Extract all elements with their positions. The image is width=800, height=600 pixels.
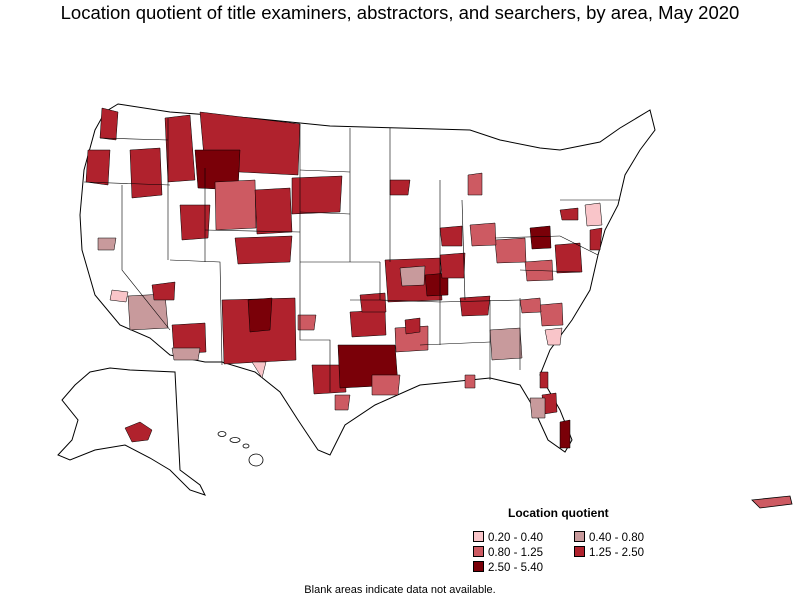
- legend-item-3: 1.25 - 2.50: [574, 546, 644, 559]
- alaska-region-anchorage: [124, 421, 153, 443]
- legend-swatch-4: [473, 561, 484, 572]
- legend-item-1: 0.40 - 0.80: [574, 531, 644, 544]
- legend-label-3: 1.25 - 2.50: [589, 547, 644, 559]
- legend-item-0: 0.20 - 0.40: [473, 531, 543, 544]
- legend-swatch-2: [473, 546, 484, 557]
- legend-item-4: 2.50 - 5.40: [473, 561, 543, 574]
- legend-title: Location quotient: [508, 506, 609, 520]
- legend-swatch-3: [574, 546, 585, 557]
- legend-swatch-1: [574, 531, 585, 542]
- legend-label-4: 2.50 - 5.40: [488, 562, 543, 574]
- hawaii-islands: [217, 431, 264, 467]
- state-borders: [83, 118, 620, 392]
- shaded-areas: [85, 107, 603, 449]
- legend-label-0: 0.20 - 0.40: [488, 532, 543, 544]
- footnote: Blank areas indicate data not available.: [304, 584, 496, 596]
- legend-label-2: 0.80 - 1.25: [488, 547, 543, 559]
- legend-label-1: 0.40 - 0.80: [589, 532, 644, 544]
- legend-swatch-0: [473, 531, 484, 542]
- map-title: Location quotient of title examiners, ab…: [60, 2, 740, 23]
- puerto-rico-outline: [751, 495, 793, 509]
- legend-item-2: 0.80 - 1.25: [473, 546, 543, 559]
